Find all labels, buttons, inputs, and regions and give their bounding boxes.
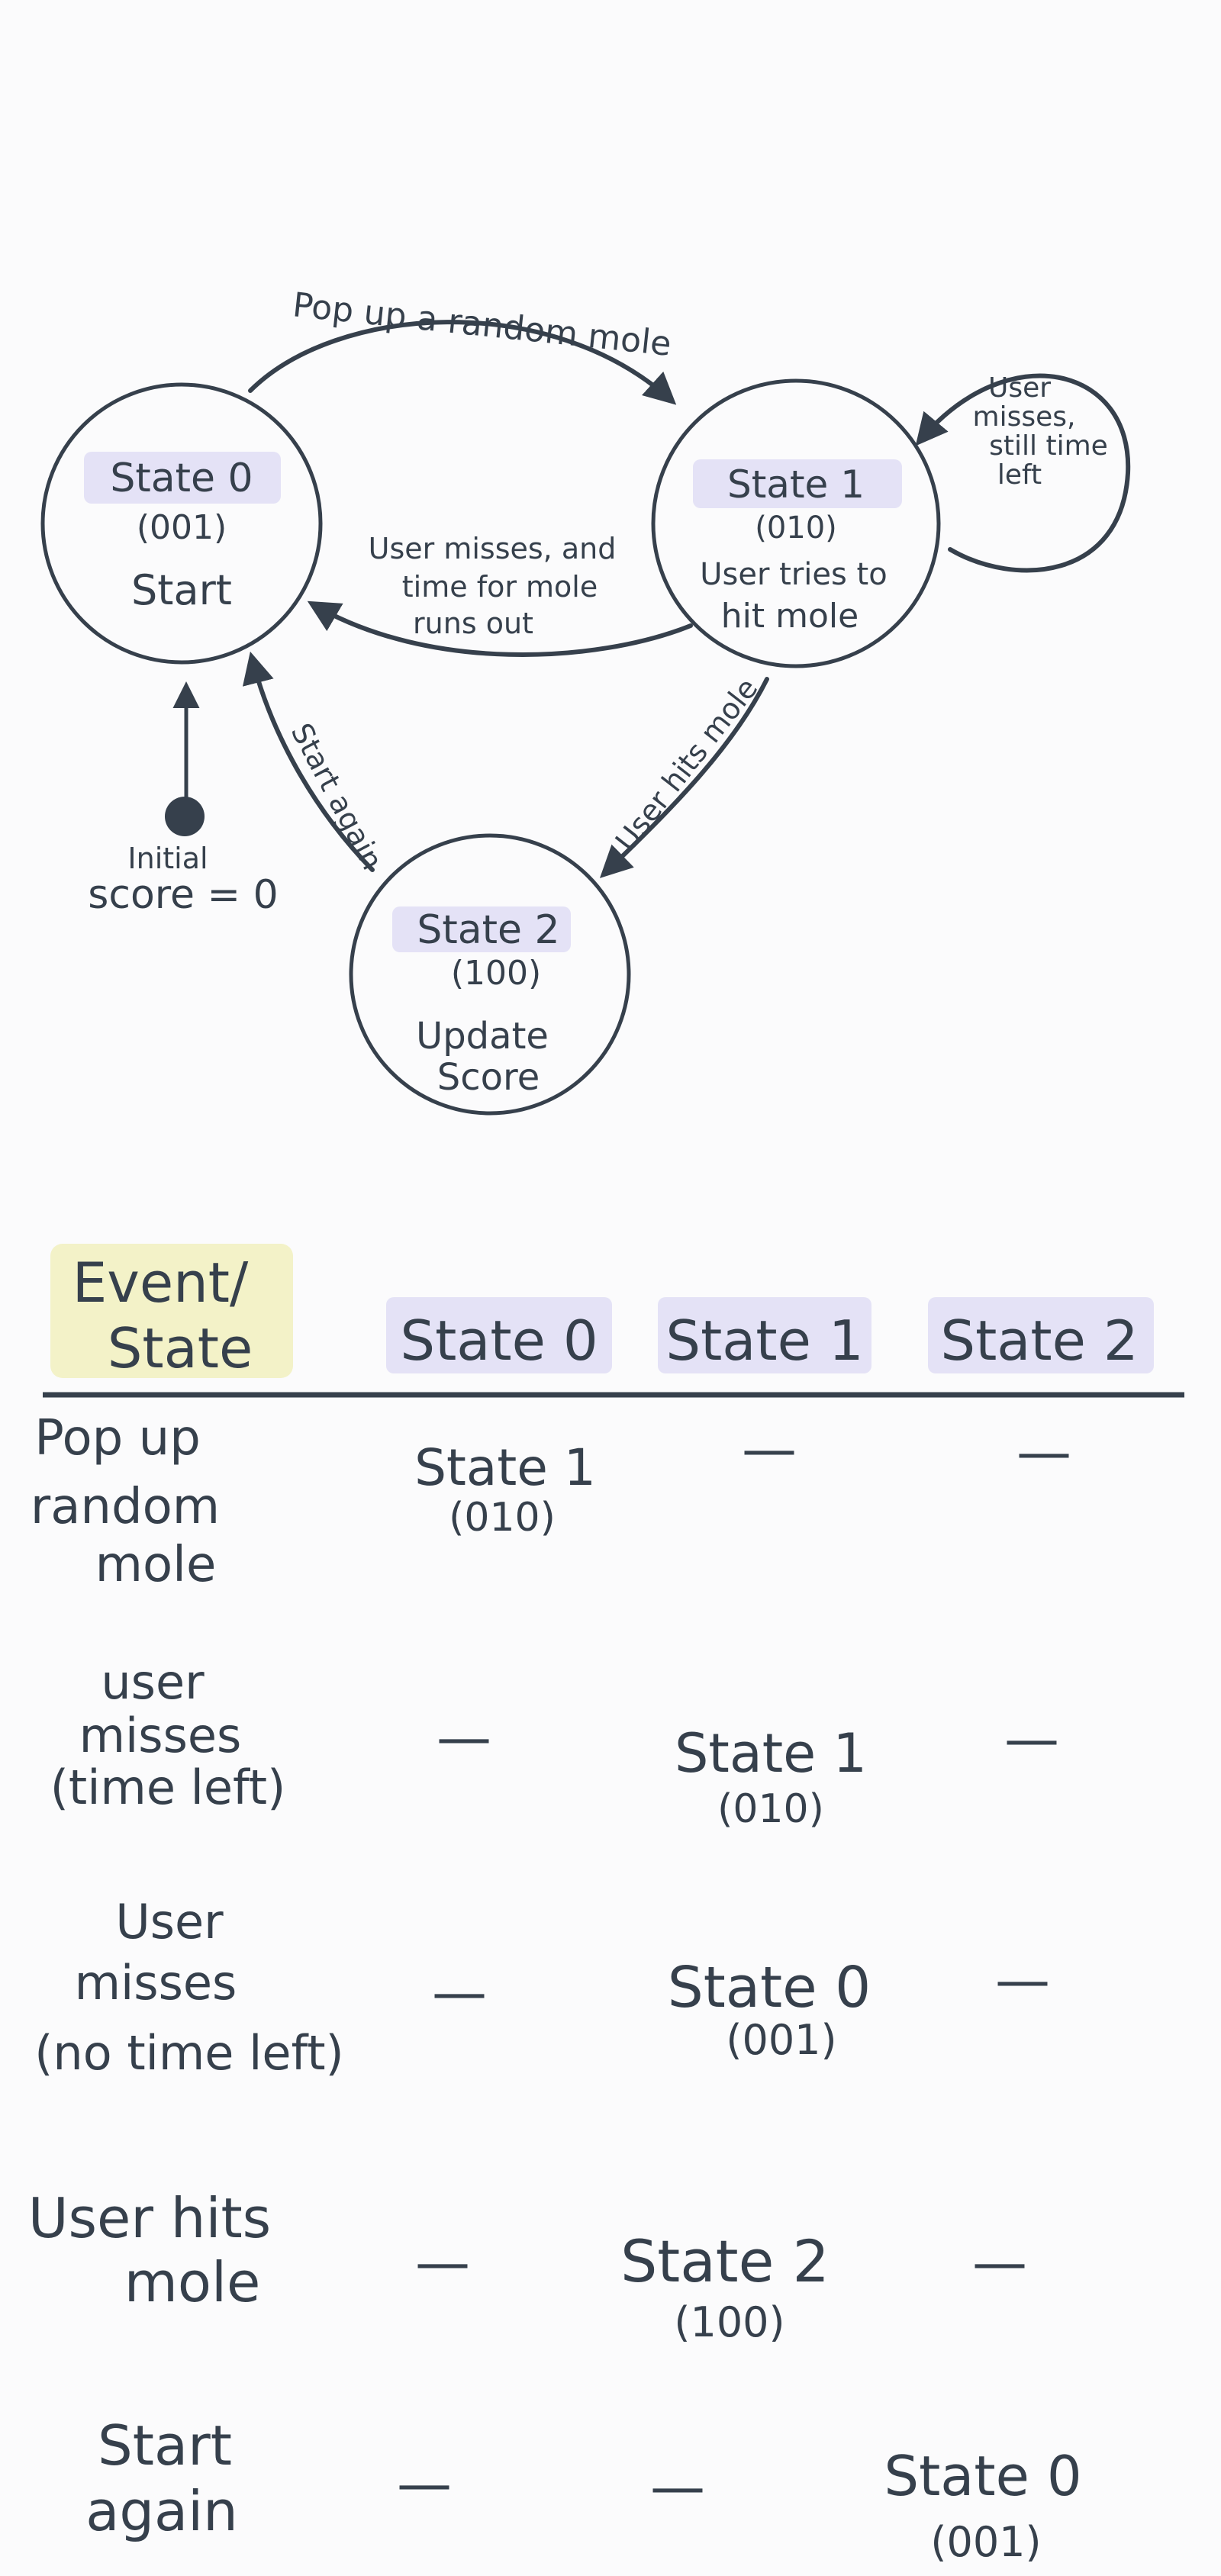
initial-label: Initial	[127, 842, 208, 875]
state-0-name: State 0	[110, 456, 253, 501]
corner-highlight	[50, 1244, 293, 1378]
column-header-state-2: State 2	[940, 1309, 1138, 1373]
row-5-cell-state-1: —	[650, 2455, 705, 2519]
transition-pop-up-mole: Pop up a random mole	[248, 285, 677, 405]
row-5-event-line-2: again	[85, 2479, 238, 2543]
row-2-event-line-3: (time left)	[50, 1760, 286, 1815]
row-1-cell-state-2: —	[1016, 1420, 1071, 1484]
col-0-highlight	[386, 1297, 612, 1373]
row-1-event-line-2: random	[31, 1479, 220, 1535]
column-header-state-0: State 0	[400, 1309, 598, 1373]
state-1-desc-line-2: hit mole	[721, 597, 859, 636]
row-5-event-line-1: Start	[98, 2413, 232, 2478]
row-5-cell-state-2: State 0	[884, 2444, 1081, 2508]
row-2-cell-state-0: —	[437, 1705, 491, 1769]
state-2-desc-line-1: Update	[416, 1015, 549, 1058]
state-0-code: (001)	[137, 508, 227, 547]
state-0-node: State 0 (001) Start	[40, 382, 323, 665]
state-1-desc-line-1: User tries to	[700, 557, 887, 592]
label-loop-line-4: left	[997, 459, 1042, 491]
table-row: Start again — — State 0 (001)	[85, 2413, 1081, 2566]
row-2-event-line-2: misses	[79, 1708, 242, 1763]
initial-score: score = 0	[88, 872, 278, 918]
row-4-cell-state-1-code: (100)	[674, 2298, 784, 2346]
label-loop-line-3: still time	[989, 430, 1108, 462]
label-hits-mole: User hits mole	[609, 671, 765, 857]
label-loop-line-2: misses,	[973, 401, 1076, 433]
row-4-cell-state-0: —	[415, 2230, 470, 2294]
row-3-cell-state-1-code: (001)	[726, 2016, 836, 2064]
row-4-event-line-2: mole	[124, 2250, 261, 2314]
row-1-event-line-1: Pop up	[34, 1410, 201, 1467]
table-row: User hits mole — State 2 (100) —	[28, 2186, 1027, 2346]
row-2-cell-state-1-code: (010)	[717, 1786, 824, 1832]
state-0-desc: Start	[131, 566, 232, 614]
row-3-cell-state-1: State 0	[668, 1955, 871, 2021]
table-header: Event/ State State 0 State 1 State 2	[43, 1244, 1184, 1398]
row-4-cell-state-2: —	[972, 2230, 1027, 2294]
row-1-cell-state-0: State 1	[414, 1438, 596, 1497]
table-row: user misses (time left) — State 1 (010) …	[50, 1654, 1059, 1832]
row-3-event-line-1: User	[115, 1894, 224, 1950]
table-row: Pop up random mole State 1 (010) — —	[31, 1410, 1071, 1593]
label-pop-up-mole: Pop up a random mole	[291, 285, 673, 364]
transition-hits-mole: User hits mole	[599, 671, 769, 878]
transition-misses-time-out: User misses, and time for mole runs out	[307, 532, 693, 657]
label-misses-line-2: time for mole	[402, 570, 598, 604]
corner-line-2: State	[108, 1316, 253, 1380]
row-5-cell-state-0: —	[397, 2452, 452, 2516]
state-1-name: State 1	[727, 462, 865, 507]
state-1-code: (010)	[755, 510, 837, 546]
row-4-event-line-1: User hits	[28, 2186, 271, 2250]
label-misses-line-3: runs out	[413, 607, 533, 640]
row-3-event-line-3: (no time left)	[34, 2025, 344, 2081]
row-4-cell-state-1: State 2	[620, 2227, 830, 2295]
state-2-desc-line-2: Score	[437, 1056, 540, 1099]
corner-line-1: Event/	[72, 1251, 249, 1315]
row-5-cell-state-2-code: (001)	[930, 2518, 1041, 2566]
row-3-event-line-2: misses	[75, 1955, 237, 2011]
row-1-cell-state-1: —	[742, 1417, 797, 1481]
row-1-cell-state-0-code: (010)	[449, 1495, 556, 1541]
state-2-name: State 2	[417, 907, 559, 953]
initial-dot	[165, 797, 205, 836]
col-1-highlight	[658, 1297, 871, 1373]
column-header-state-1: State 1	[665, 1309, 863, 1373]
row-2-cell-state-1: State 1	[675, 1722, 867, 1785]
row-2-event-line-1: user	[101, 1654, 205, 1710]
table-row: User misses (no time left) — State 0 (00…	[34, 1894, 1050, 2081]
col-2-highlight	[928, 1297, 1154, 1373]
label-start-again: Start again	[285, 718, 390, 875]
label-loop-line-1: User	[988, 372, 1051, 404]
row-1-event-line-3: mole	[95, 1537, 217, 1593]
transition-start-again: Start again	[242, 651, 390, 875]
row-3-cell-state-2: —	[995, 1948, 1050, 2012]
initial-state-marker: Initial score = 0	[88, 681, 279, 918]
state-2-node: State 2 (100) Update Score	[349, 833, 631, 1116]
state-2-code: (100)	[451, 954, 541, 993]
label-misses-line-1: User misses, and	[369, 532, 617, 565]
transition-self-loop: User misses, still time left	[915, 372, 1131, 573]
row-2-cell-state-2: —	[1004, 1707, 1059, 1771]
state-1-node: State 1 (010) User tries to hit mole	[651, 378, 941, 668]
row-3-cell-state-0: —	[432, 1960, 487, 2024]
